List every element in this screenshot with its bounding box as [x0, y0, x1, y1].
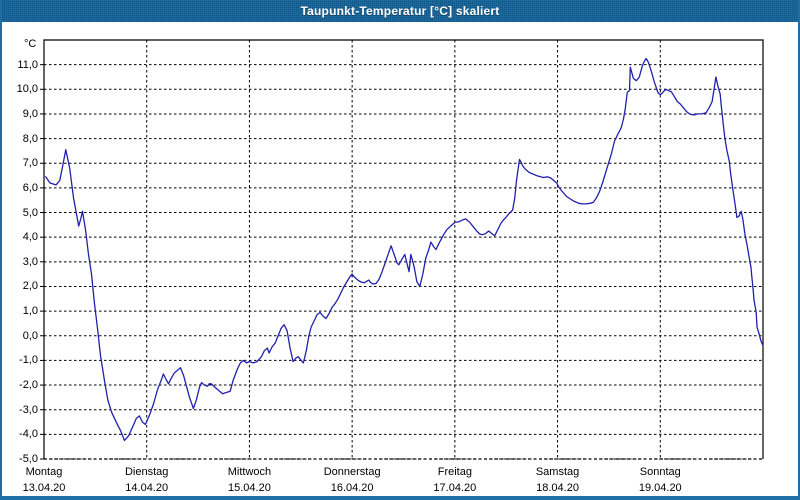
y-axis-label: -4,0: [19, 428, 38, 441]
y-axis-label: 4,0: [22, 231, 38, 244]
x-axis-date-label: 18.04.20: [536, 482, 579, 494]
y-axis-label: -5,0: [19, 453, 38, 465]
y-axis-label: -3,0: [19, 403, 38, 416]
x-axis-date-label: 16.04.20: [330, 482, 374, 494]
y-axis-label: 10,0: [16, 83, 38, 96]
title-bar: Taupunkt-Temperatur [°C] skaliert: [2, 0, 798, 22]
y-axis-label: 0,0: [22, 329, 38, 342]
y-axis-label: 2,0: [22, 280, 38, 293]
x-axis-date-label: 15.04.20: [228, 482, 271, 494]
y-axis-label: 3,0: [22, 255, 38, 268]
x-axis-date-label: 14.04.20: [125, 482, 169, 494]
chart-area: °C 11,0 10,0 9,0 8,0 7,0 6,0 5,0 4,0 3,0 2,0 1,0 0,…: [2, 22, 798, 496]
temperature-line: [45, 57, 764, 442]
x-axis-day-label: Mittwoch: [227, 466, 272, 478]
y-axis-label: -1,0: [19, 354, 38, 367]
x-axis-day-label: Montag: [25, 466, 63, 478]
page-title: Taupunkt-Temperatur [°C] skaliert: [300, 4, 500, 18]
y-axis-label: 6,0: [22, 181, 38, 194]
x-axis-day-label: Sonntag: [639, 466, 681, 478]
x-axis-date-label: 13.04.20: [22, 482, 66, 494]
x-axis-day-label: Donnerstag: [323, 466, 381, 478]
plot-frame: [43, 39, 764, 459]
y-axis-label: 7,0: [22, 157, 38, 170]
x-axis-day-label: Samstag: [535, 466, 580, 478]
y-axis-label: 11,0: [17, 58, 38, 71]
x-axis-date-label: 17.04.20: [433, 482, 477, 494]
x-axis-day-label: Dienstag: [124, 466, 169, 478]
y-axis-label: 8,0: [22, 132, 38, 145]
y-axis-unit-label: °C: [24, 38, 37, 50]
plot-canvas: [40, 39, 764, 460]
y-axis-label: 1,0: [22, 305, 38, 318]
x-axis-day-label: Freitag: [437, 466, 472, 478]
y-axis-label: -2,0: [19, 379, 38, 392]
y-axis-label: 5,0: [22, 206, 38, 219]
y-axis-label: 9,0: [22, 107, 38, 120]
x-axis-date-label: 19.04.20: [638, 482, 682, 494]
